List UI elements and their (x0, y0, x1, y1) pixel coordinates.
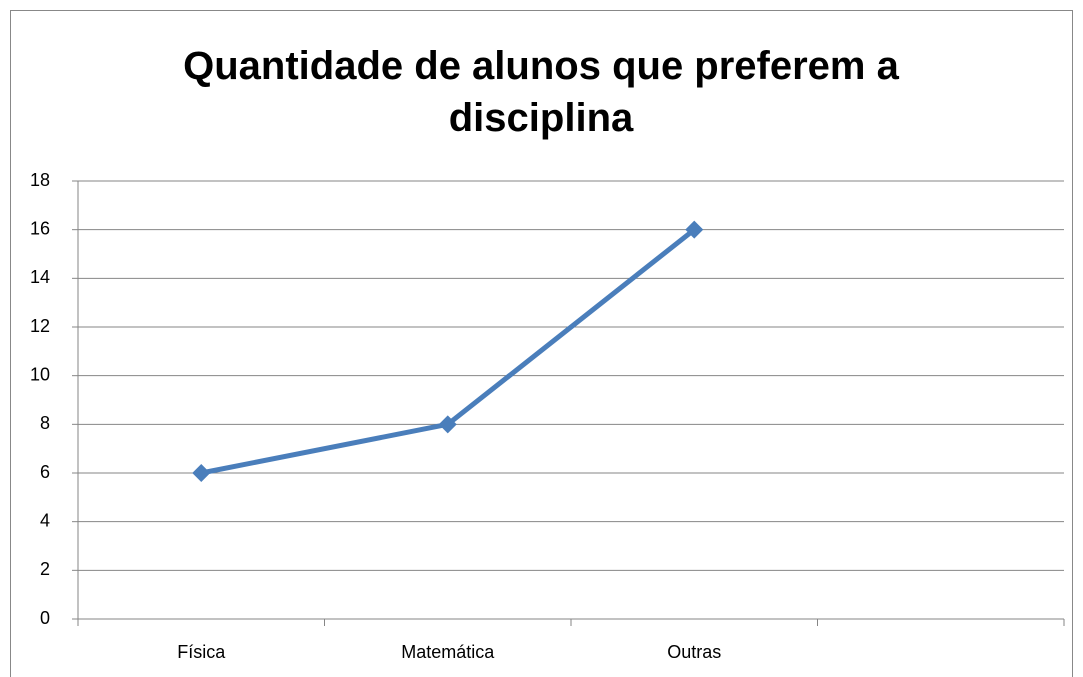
y-tick-label: 10 (30, 364, 50, 384)
y-tick-label: 0 (40, 608, 50, 628)
y-tick-label: 14 (30, 267, 50, 287)
x-tick-label: Outras (667, 642, 721, 662)
data-point (685, 220, 704, 239)
y-tick-label: 8 (40, 413, 50, 433)
y-tick-label: 4 (40, 510, 50, 530)
y-tick-label: 6 (40, 462, 50, 482)
y-tick-label: 2 (40, 559, 50, 579)
chart-border (10, 10, 1073, 677)
x-tick-label: Matemática (401, 642, 495, 662)
data-point (438, 415, 457, 434)
y-tick-label: 16 (30, 218, 50, 238)
y-tick-label: 12 (30, 316, 50, 336)
chart-title: Quantidade de alunos que preferem a disc… (183, 44, 899, 140)
x-tick-label: Física (177, 642, 226, 662)
data-point (192, 464, 211, 482)
y-tick-label: 18 (30, 170, 50, 190)
